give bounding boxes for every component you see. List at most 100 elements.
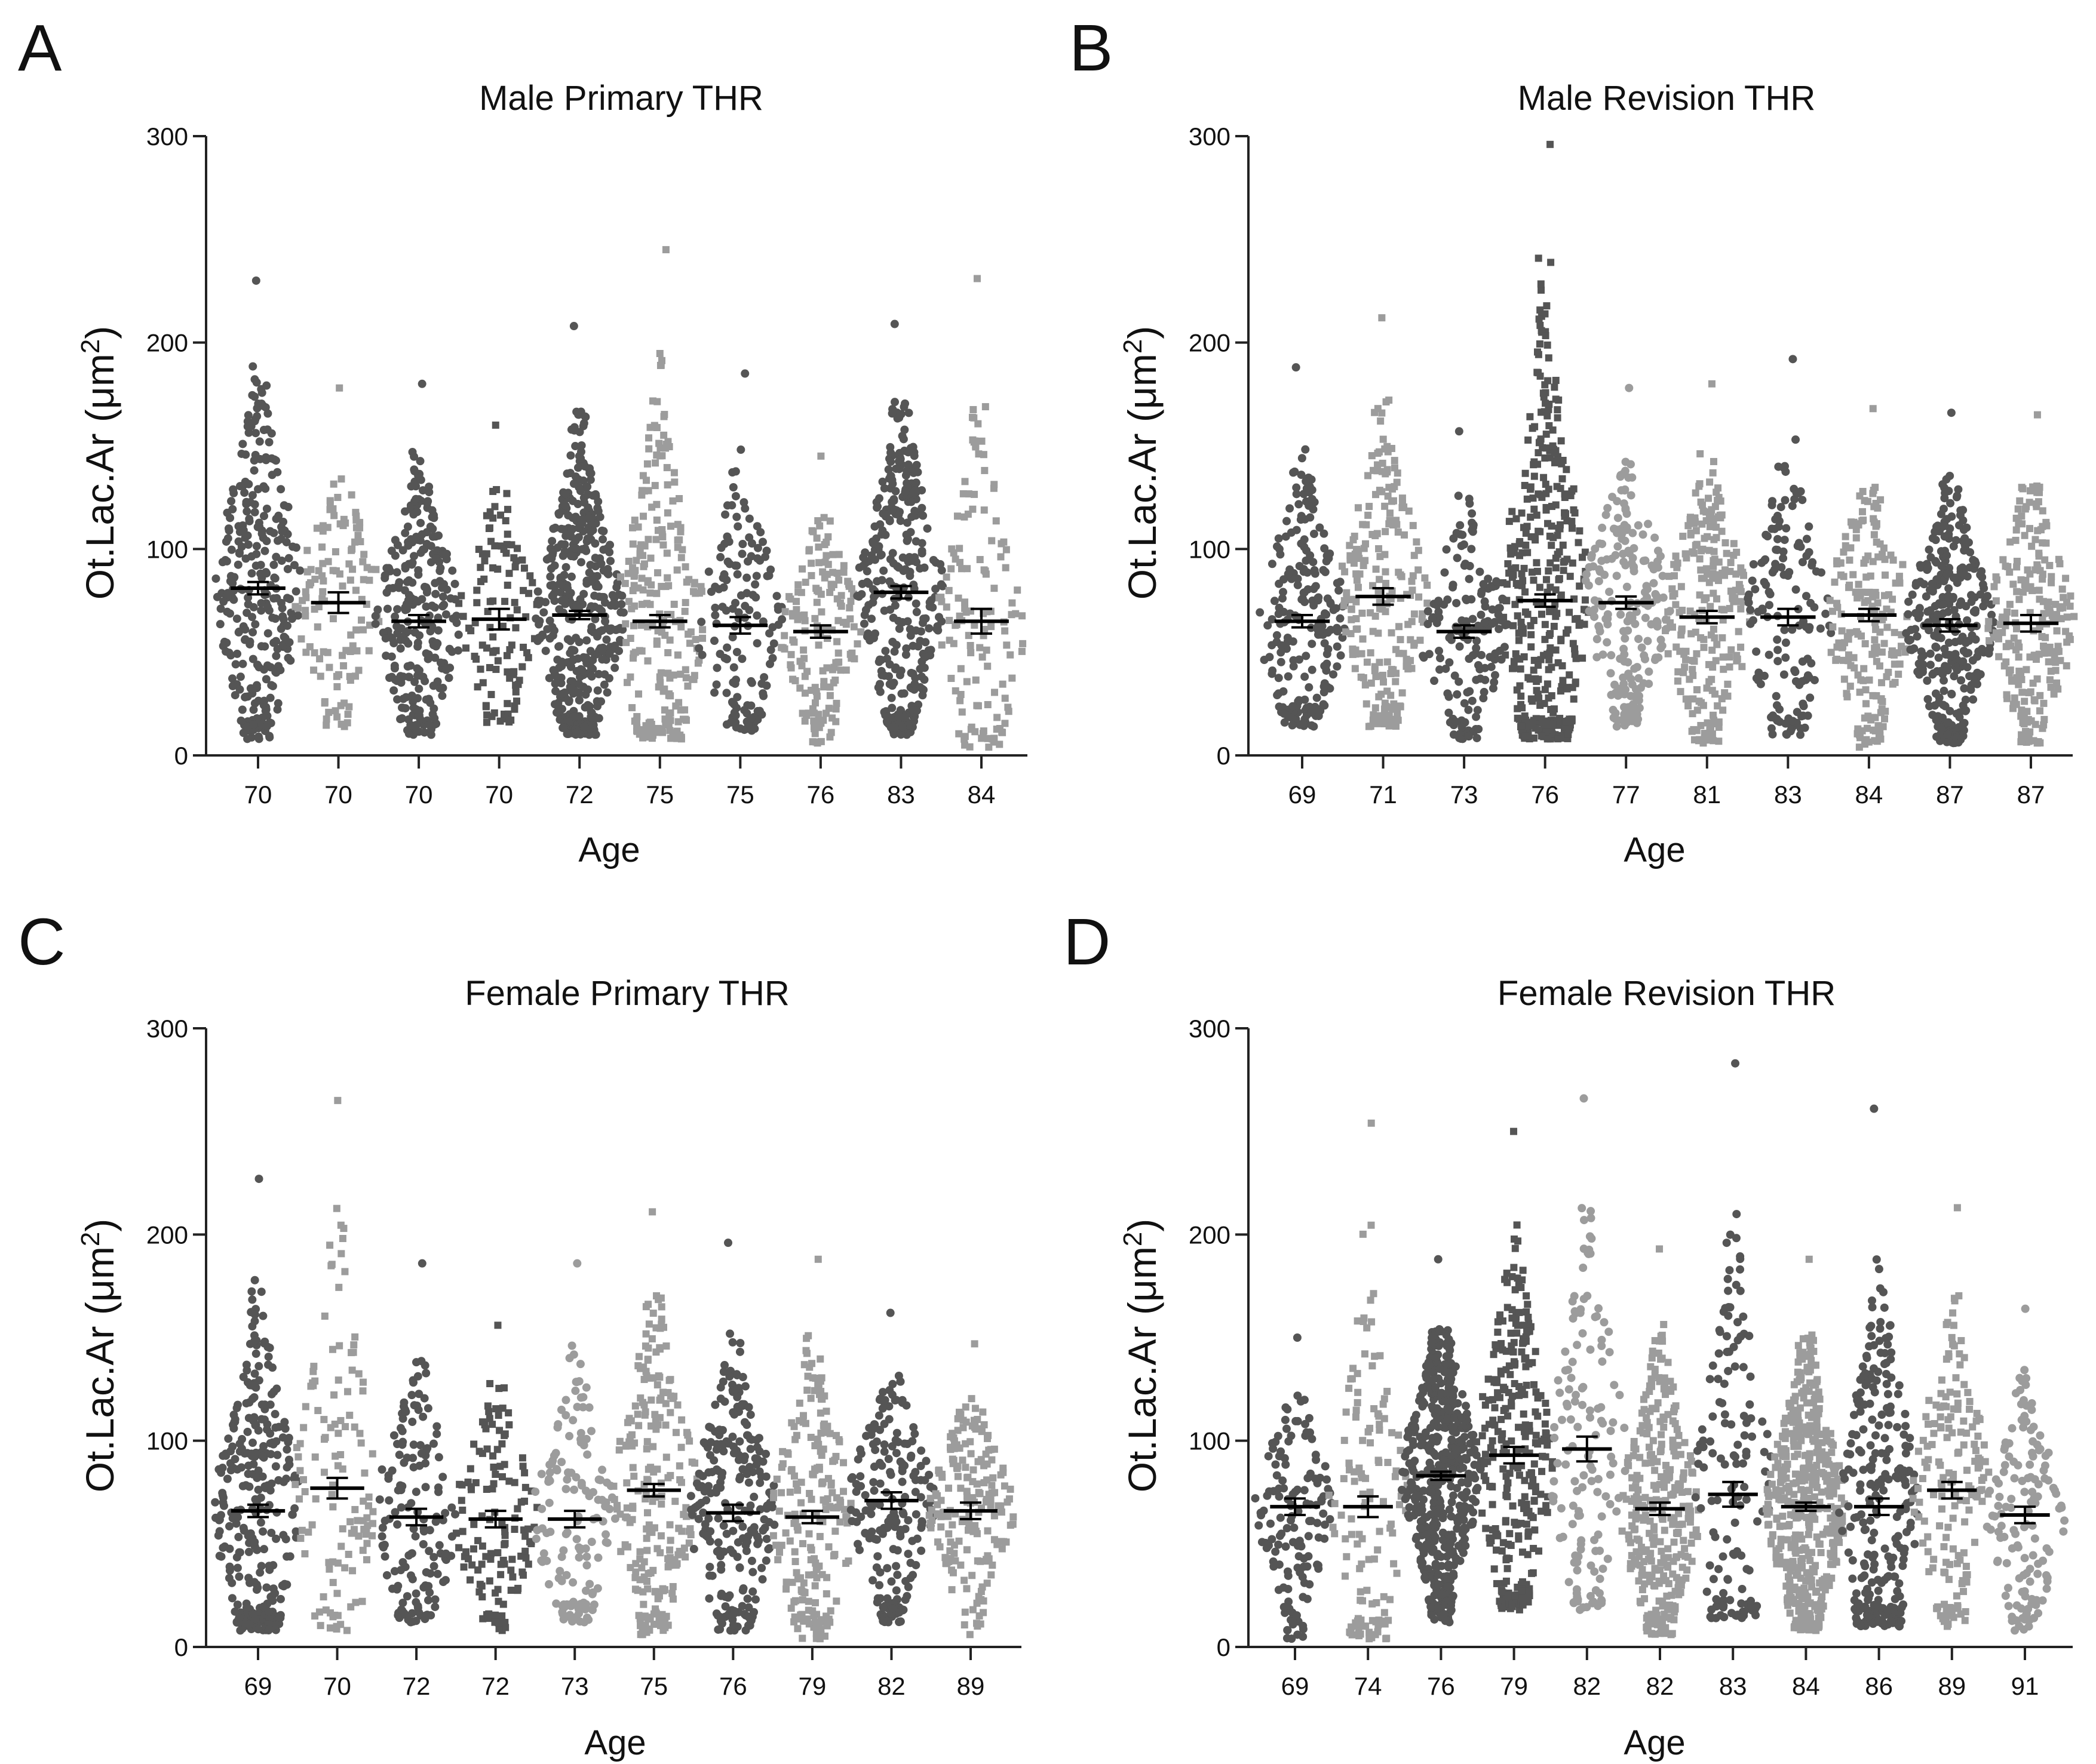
data-point: [588, 656, 597, 665]
data-point: [1557, 591, 1565, 599]
data-point: [1375, 448, 1383, 456]
data-point: [262, 675, 271, 684]
data-point: [1631, 619, 1640, 628]
data-point: [1775, 705, 1784, 714]
data-point: [1535, 694, 1543, 702]
data-point: [762, 546, 771, 555]
data-point: [677, 524, 685, 531]
data-point: [1732, 570, 1740, 578]
data-point: [512, 688, 520, 696]
data-point: [1014, 586, 1021, 594]
data-point: [1969, 607, 1978, 616]
data-point: [1361, 557, 1369, 564]
data-point: [1554, 406, 1561, 414]
data-point: [2023, 503, 2030, 511]
data-point: [2023, 708, 2031, 715]
data-point: [1625, 383, 1634, 392]
data-point: [815, 641, 823, 649]
data-point: [1285, 504, 1294, 513]
data-point: [1288, 637, 1297, 646]
data-point: [874, 494, 883, 503]
data-point: [716, 553, 725, 562]
data-point: [1551, 383, 1558, 391]
data-point: [1870, 726, 1877, 734]
data-point: [418, 530, 426, 539]
data-point: [2009, 580, 2017, 588]
data-point: [1737, 605, 1745, 613]
data-point: [1852, 534, 1860, 542]
data-point: [501, 598, 509, 606]
data-point: [1944, 584, 1953, 593]
data-point: [1576, 582, 1583, 590]
data-point: [1468, 509, 1477, 518]
data-point: [1371, 715, 1379, 723]
data-point: [2031, 697, 2039, 705]
data-point: [593, 686, 602, 695]
data-point: [1718, 634, 1726, 642]
data-point: [1575, 539, 1582, 546]
data-point: [1602, 555, 1611, 564]
data-point: [511, 702, 518, 710]
data-point: [886, 723, 895, 732]
x-tick-label: 76: [807, 780, 835, 809]
data-point: [1687, 531, 1695, 539]
data-point: [348, 545, 356, 553]
data-point: [1275, 545, 1284, 554]
data-point: [259, 1311, 268, 1320]
data-point: [1003, 641, 1011, 649]
data-point: [1846, 581, 1853, 589]
data-point: [366, 576, 373, 584]
data-point: [1595, 623, 1604, 632]
data-point: [1816, 624, 1825, 633]
data-point: [250, 466, 259, 475]
data-point: [990, 585, 998, 592]
data-point: [1319, 700, 1328, 709]
data-point: [1942, 570, 1951, 579]
data-point: [1319, 682, 1328, 691]
x-axis-label-a: Age: [578, 831, 640, 869]
data-point: [333, 672, 340, 680]
data-point: [787, 595, 794, 603]
data-point: [319, 560, 327, 567]
data-point: [315, 567, 323, 574]
data-point: [1294, 696, 1303, 705]
data-point: [1653, 594, 1662, 603]
data-point: [539, 608, 548, 617]
data-point: [733, 570, 742, 579]
data-point: [587, 623, 596, 632]
data-point: [1530, 576, 1538, 584]
data-point: [510, 671, 517, 678]
data-point: [337, 475, 345, 483]
data-point: [1542, 332, 1549, 340]
data-point: [1993, 576, 2001, 584]
data-point: [320, 577, 327, 585]
data-point: [396, 644, 405, 653]
data-point: [1748, 576, 1757, 585]
data-point: [1314, 622, 1323, 631]
data-point: [283, 564, 292, 573]
data-point: [1784, 571, 1793, 580]
x-axis-label-b: Age: [1624, 831, 1685, 869]
data-point: [600, 680, 609, 689]
data-point: [1962, 706, 1971, 715]
data-point: [943, 573, 950, 581]
data-point: [1939, 600, 1948, 609]
data-point: [2029, 680, 2037, 687]
data-point: [1773, 646, 1782, 654]
data-point: [1553, 610, 1561, 617]
data-point: [1829, 607, 1837, 615]
data-point: [225, 649, 234, 657]
data-point: [1861, 714, 1868, 722]
data-point: [670, 600, 678, 608]
data-point: [1637, 643, 1646, 652]
data-point: [1333, 642, 1342, 651]
data-point: [238, 659, 247, 668]
data-point: [1721, 566, 1729, 574]
data-point: [815, 588, 823, 595]
data-point: [1381, 502, 1389, 510]
data-point: [736, 445, 745, 454]
data-point: [1383, 658, 1391, 666]
panel-c: C Female Primary THR Age Ot.Lac.Ar (μm2)…: [18, 905, 1021, 1762]
data-point: [452, 611, 461, 620]
data-point: [732, 512, 741, 521]
